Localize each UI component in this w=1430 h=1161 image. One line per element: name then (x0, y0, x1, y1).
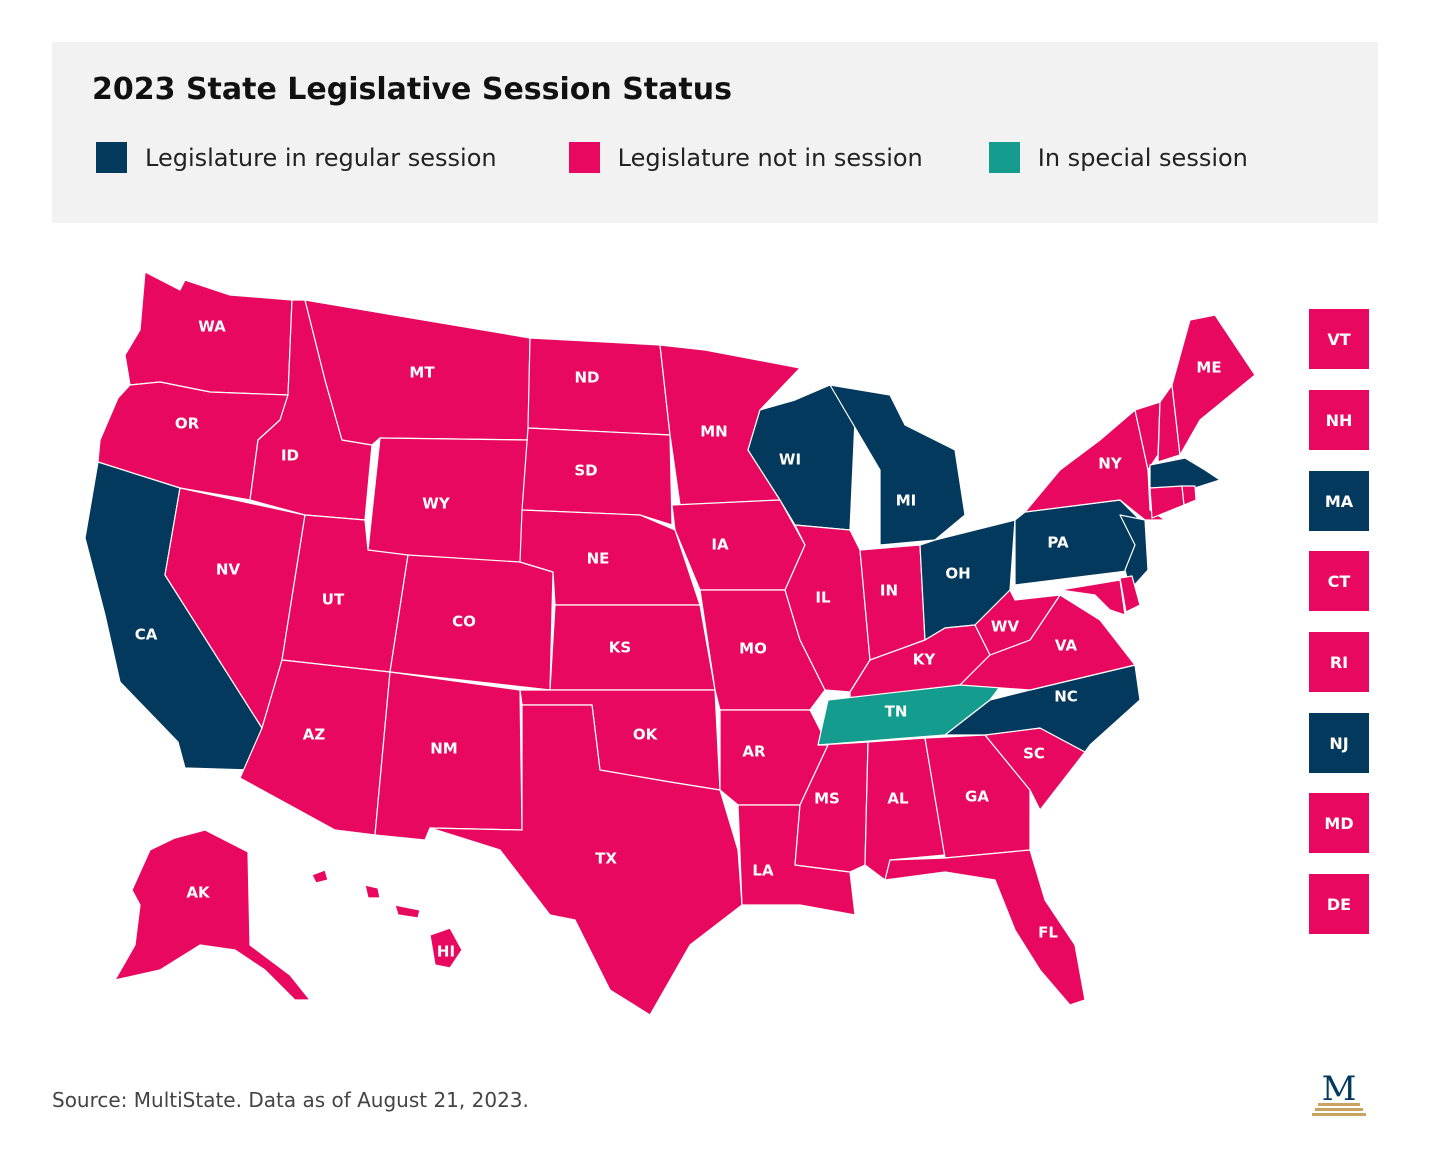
label-NC: NC (1054, 688, 1078, 706)
label-NV: NV (216, 561, 241, 579)
label-GA: GA (965, 788, 989, 806)
legend-label-not-in-session: Legislature not in session (617, 143, 923, 172)
state-SD (521, 427, 673, 526)
label-CA: CA (135, 626, 158, 644)
label-WI: WI (779, 451, 801, 469)
state-IA (671, 499, 806, 591)
label-IN: IN (880, 582, 898, 600)
legend-swatch-special (988, 142, 1020, 173)
state-FL (884, 849, 1086, 1006)
label-OR: OR (175, 415, 200, 433)
logo-letter: M (1322, 1070, 1357, 1109)
state-NC (944, 664, 1141, 753)
label-UT: UT (322, 591, 345, 609)
legend-label-regular: Legislature in regular session (145, 143, 497, 172)
state-MA (1149, 457, 1221, 489)
label-SC: SC (1023, 745, 1045, 763)
us-state-map: WA OR CA NV ID MT WY UT AZ CO NM ND SD N… (84, 271, 1256, 1016)
label-SD: SD (574, 462, 597, 480)
state-HI-islands-3 (311, 869, 329, 884)
label-WA: WA (198, 318, 226, 336)
label-TN: TN (885, 703, 908, 721)
legend: Legislature in regular session Legislatu… (96, 142, 1248, 173)
side-box-MA: MA (1309, 471, 1369, 531)
label-HI: HI (437, 943, 455, 961)
label-WV: WV (991, 618, 1020, 636)
state-CT (1149, 485, 1185, 519)
state-HI-islands (364, 884, 381, 899)
side-box-CT: CT (1309, 551, 1369, 611)
map-title: 2023 State Legislative Session Status (92, 72, 732, 107)
side-box-VT: VT (1309, 309, 1369, 369)
side-box-DE: DE (1309, 874, 1369, 934)
logo-bar-mid (1315, 1108, 1363, 1111)
label-NE: NE (587, 550, 610, 568)
label-AZ: AZ (303, 726, 326, 744)
source-note: Source: MultiState. Data as of August 21… (52, 1088, 529, 1112)
state-WV (974, 589, 1061, 656)
label-MO: MO (739, 640, 767, 658)
legend-label-special: In special session (1037, 143, 1248, 172)
state-labels: WA OR CA NV ID MT WY UT AZ CO NM ND SD N… (135, 318, 1222, 961)
state-AK (114, 829, 311, 1001)
label-TX: TX (595, 850, 617, 868)
state-IN (859, 544, 926, 661)
label-WY: WY (422, 495, 451, 513)
legend-item-not-in-session: Legislature not in session (568, 142, 923, 173)
state-CO (389, 554, 554, 691)
side-box-NH: NH (1309, 390, 1369, 450)
label-OH: OH (945, 565, 970, 583)
label-IA: IA (711, 536, 729, 554)
side-box-MD: MD (1309, 793, 1369, 853)
label-ME: ME (1196, 359, 1221, 377)
label-IL: IL (815, 589, 831, 607)
label-KS: KS (609, 639, 631, 657)
label-MN: MN (700, 423, 727, 441)
legend-swatch-regular (96, 142, 127, 173)
header-panel: 2023 State Legislative Session Status Le… (52, 42, 1378, 223)
label-NM: NM (430, 740, 457, 758)
label-VA: VA (1055, 637, 1078, 655)
multistate-logo: M (1312, 1070, 1366, 1116)
side-box-NJ: NJ (1309, 713, 1369, 773)
state-IL (784, 524, 871, 693)
state-ND (527, 337, 671, 436)
legend-swatch-not-in-session (568, 142, 600, 173)
label-MI: MI (896, 492, 917, 510)
state-PA (1014, 499, 1141, 586)
state-HI (429, 927, 463, 969)
state-ME (1171, 314, 1256, 456)
label-PA: PA (1047, 534, 1069, 552)
logo-bar-bottom (1312, 1113, 1366, 1116)
label-ID: ID (281, 447, 299, 465)
side-box-RI: RI (1309, 632, 1369, 692)
state-NY (1024, 409, 1166, 521)
label-FL: FL (1038, 924, 1058, 942)
state-HI-islands-2 (394, 904, 421, 919)
label-OK: OK (633, 726, 659, 744)
state-DE (1119, 575, 1141, 613)
label-MT: MT (409, 364, 435, 382)
label-AL: AL (887, 790, 909, 808)
legend-item-regular: Legislature in regular session (96, 142, 497, 173)
label-AR: AR (742, 743, 766, 761)
label-MS: MS (814, 790, 840, 808)
label-AK: AK (186, 884, 211, 902)
label-KY: KY (913, 651, 937, 669)
state-KS (549, 604, 716, 691)
state-TX (429, 704, 743, 1016)
legend-item-special: In special session (988, 142, 1248, 173)
state-MD (1059, 579, 1126, 616)
label-LA: LA (752, 862, 774, 880)
label-NY: NY (1098, 455, 1123, 473)
label-ND: ND (574, 369, 599, 387)
state-RI (1181, 485, 1197, 506)
logo-bar-top (1318, 1103, 1360, 1106)
label-CO: CO (452, 613, 476, 631)
state-MI (829, 384, 966, 546)
